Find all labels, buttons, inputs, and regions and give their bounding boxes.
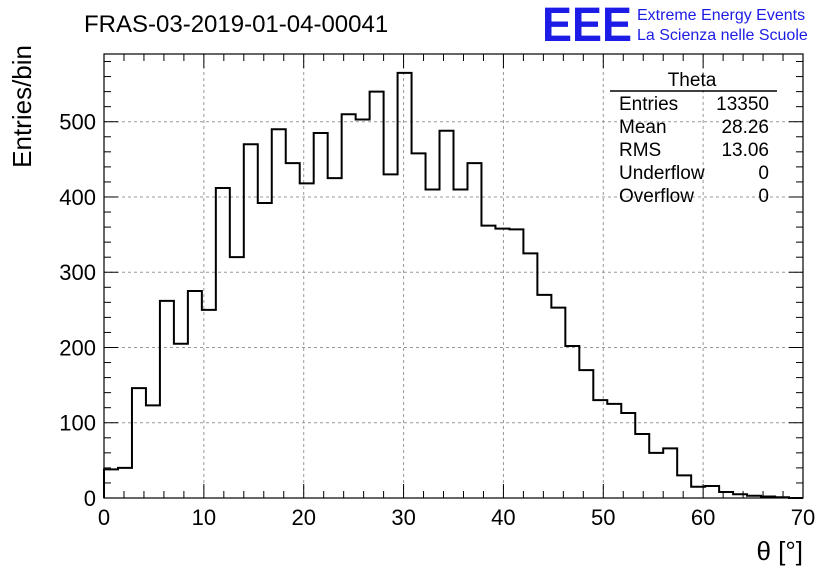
stats-box: Theta Entries 13350 Mean 28.26 RMS 13.06 Under… (610, 70, 777, 207)
eee-logo: EEE Extreme Energy Events La Scienza nel… (542, 0, 808, 52)
stats-title: Theta (668, 70, 717, 91)
histogram-series (103, 71, 803, 499)
x-tick-label: 50 (591, 505, 615, 530)
logo-mark: EEE (542, 0, 632, 52)
y-tick-label: 400 (59, 185, 96, 210)
y-tick-label: 0 (84, 486, 96, 511)
x-axis-label: θ [°] (756, 536, 803, 566)
stats-value: 28.26 (721, 117, 769, 138)
y-tick-label: 100 (59, 411, 96, 436)
axis-ticks (103, 54, 804, 499)
chart-title: FRAS-03-2019-01-04-00041 (84, 11, 388, 38)
stats-label: RMS (619, 140, 661, 161)
x-tick-label: 60 (691, 505, 715, 530)
plot-frame (103, 53, 804, 499)
stats-value: 0 (758, 186, 769, 207)
stats-value: 0 (758, 163, 769, 184)
stats-label: Overflow (619, 186, 694, 207)
x-tick-label: 30 (391, 505, 415, 530)
x-tick-labels: 0 10 20 30 40 50 60 70 (98, 505, 815, 530)
stats-value: 13350 (716, 94, 769, 115)
y-tick-label: 500 (59, 110, 96, 135)
x-tick-label: 10 (192, 505, 216, 530)
grid-lines (104, 54, 803, 498)
y-axis-label: Entries/bin (7, 45, 37, 168)
y-tick-label: 300 (59, 260, 96, 285)
stats-rows: Entries 13350 Mean 28.26 RMS 13.06 Underflow 0 O… (619, 94, 769, 207)
stats-label: Underflow (619, 163, 705, 184)
logo-line2: La Scienza nelle Scuole (637, 27, 808, 44)
stats-label: Mean (619, 117, 667, 138)
x-tick-label: 40 (491, 505, 515, 530)
y-tick-labels: 0 100 200 300 400 500 (59, 110, 96, 511)
x-tick-label: 20 (291, 505, 315, 530)
stats-label: Entries (619, 94, 678, 115)
logo-line1: Extreme Energy Events (637, 7, 805, 24)
y-tick-label: 200 (59, 335, 96, 360)
x-tick-label: 0 (98, 505, 110, 530)
stats-value: 13.06 (721, 140, 769, 161)
x-tick-label: 70 (791, 505, 815, 530)
